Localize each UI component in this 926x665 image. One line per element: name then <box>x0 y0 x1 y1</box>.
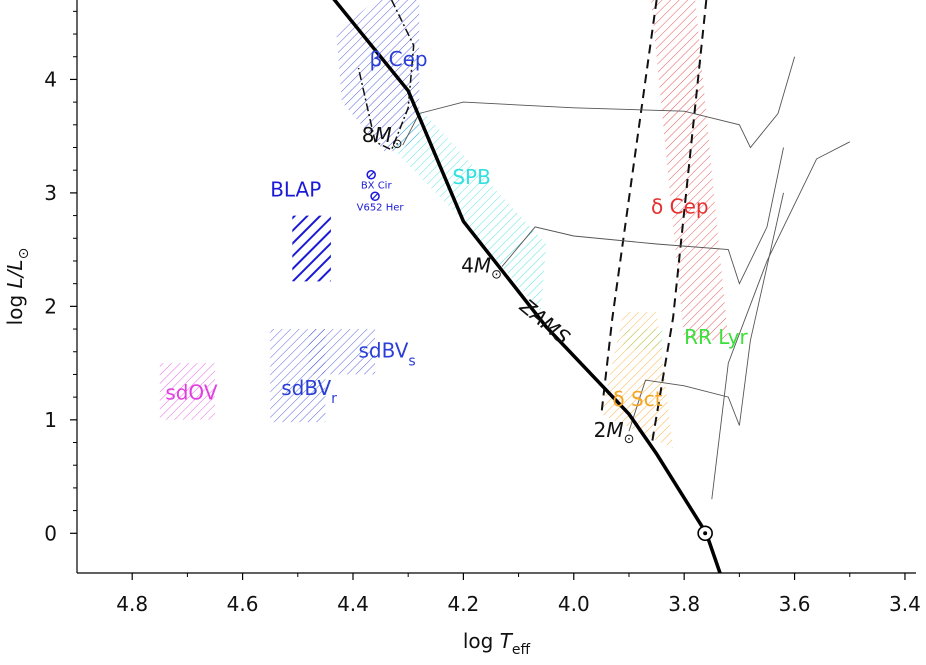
beta-cep-boundary <box>357 0 415 151</box>
y-tick-label: 4 <box>44 67 57 91</box>
region-label-spb: SPB <box>452 165 490 189</box>
zams-label: ZAMS <box>515 293 575 349</box>
evolution-track-4 <box>711 141 851 500</box>
x-tick-label: 4.0 <box>558 592 590 616</box>
star-label-v652-her: V652 Her <box>357 202 405 213</box>
region-label-blap: BLAP <box>270 177 321 201</box>
x-tick-label: 4.8 <box>116 592 148 616</box>
x-tick-label: 3.4 <box>889 592 921 616</box>
mass-label-4m: 4M⊙ <box>461 253 502 282</box>
region-sdov <box>159 363 215 420</box>
x-axis-title: log Teff <box>463 629 531 658</box>
region-sct <box>601 312 674 449</box>
mass-label-8m: 8M⊙ <box>362 123 403 152</box>
x-tick-label: 4.6 <box>227 592 259 616</box>
region-label-sdov: sdOV <box>165 380 218 404</box>
region-label-cep: β Cep <box>370 47 428 71</box>
y-tick-label: 1 <box>44 408 57 432</box>
y-tick-label: 2 <box>44 294 57 318</box>
region-sdbvr <box>270 329 326 423</box>
region-cep <box>336 0 420 154</box>
axes: 4.8 4.6 4.4 4.2 4.0 3.8 3.6 3.4 0 1 2 3 4 log Teff log… <box>3 0 921 658</box>
evolution-tracks <box>402 56 851 500</box>
evolution-track-1 <box>402 56 796 149</box>
evolution-track-2 <box>501 147 784 285</box>
y-tick-label: 3 <box>44 181 57 205</box>
region-label-rr-lyr: RR Lyr <box>684 325 748 349</box>
markers <box>366 169 713 542</box>
star-label-bx-cir: BX Cir <box>361 181 393 192</box>
zams-curve <box>332 0 722 574</box>
mass-label-2m: 2M⊙ <box>594 418 635 447</box>
x-tick-label: 4.2 <box>447 592 479 616</box>
region-label-sct: δ Sct <box>612 387 662 411</box>
region-blap <box>292 215 331 282</box>
x-tick-label: 3.6 <box>779 592 811 616</box>
evolution-track-3 <box>628 192 784 432</box>
region-spb <box>391 107 547 312</box>
instability-regions <box>159 0 729 449</box>
zams-line <box>332 0 722 574</box>
sun-marker-dot <box>703 531 708 536</box>
region-cep <box>651 0 729 341</box>
x-tick-label: 3.8 <box>668 592 700 616</box>
strip-edge-blue <box>600 0 658 415</box>
y-tick-label: 0 <box>44 521 57 545</box>
star-marker-bx-cir <box>366 169 376 180</box>
region-label-cep: δ Cep <box>651 194 709 218</box>
strip-edge-red <box>650 0 708 449</box>
y-axis-title: log L/L⊙ <box>3 248 32 326</box>
strip-boundaries <box>357 0 708 449</box>
x-tick-label: 4.4 <box>337 592 369 616</box>
star-marker-v652-her <box>370 191 380 202</box>
